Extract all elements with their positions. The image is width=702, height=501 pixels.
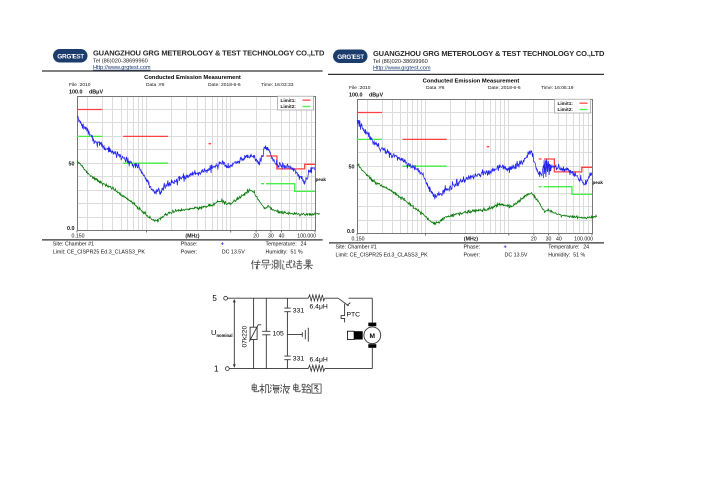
- svg-text:Temperature:: Temperature:: [266, 241, 297, 247]
- svg-text:0.150: 0.150: [72, 234, 85, 240]
- svg-text:331: 331: [293, 307, 305, 314]
- svg-text:GUANGZHOU GRG METEROLOGY & TES: GUANGZHOU GRG METEROLOGY & TEST TECHNOLO…: [93, 49, 325, 58]
- svg-text:(MHz): (MHz): [185, 234, 199, 240]
- svg-text:Power:: Power:: [464, 252, 481, 258]
- svg-text:Site: Chamber #1: Site: Chamber #1: [53, 241, 94, 247]
- svg-text:M: M: [370, 333, 376, 340]
- svg-text:30: 30: [268, 234, 274, 240]
- svg-text:Time: 16:05:19: Time: 16:05:19: [541, 85, 574, 91]
- svg-text:Data :#6: Data :#6: [146, 82, 165, 88]
- svg-text:Site: Chamber #1: Site: Chamber #1: [336, 244, 377, 250]
- svg-text:+: +: [504, 244, 508, 250]
- svg-text:U: U: [211, 328, 216, 337]
- svg-text:30: 30: [546, 237, 552, 243]
- svg-text:DC 13.5V: DC 13.5V: [505, 252, 528, 258]
- svg-text:0.0: 0.0: [67, 226, 75, 232]
- svg-text:51 %: 51 %: [291, 249, 303, 255]
- svg-text:PTC: PTC: [347, 312, 361, 319]
- svg-text:24: 24: [301, 241, 307, 247]
- svg-text:+: +: [221, 241, 225, 247]
- svg-text:Phase:: Phase:: [181, 241, 198, 247]
- svg-text:1: 1: [214, 365, 219, 374]
- svg-text:Humidity:: Humidity:: [266, 249, 288, 255]
- svg-text:EST: EST: [73, 54, 85, 61]
- svg-text:50: 50: [69, 161, 75, 167]
- svg-text:Limit1:: Limit1:: [281, 98, 297, 103]
- svg-text:Tel (86)020-38699960: Tel (86)020-38699960: [93, 58, 148, 64]
- svg-text:07k220: 07k220: [242, 326, 249, 348]
- svg-text:Tel (86)020-38699960: Tel (86)020-38699960: [373, 59, 428, 65]
- svg-text:20: 20: [531, 237, 537, 243]
- svg-text:20: 20: [253, 234, 259, 240]
- svg-text:Limit2:: Limit2:: [558, 107, 574, 112]
- svg-text:dBμV: dBμV: [89, 89, 103, 95]
- svg-text:331: 331: [293, 355, 305, 362]
- svg-text:nominal: nominal: [217, 333, 233, 338]
- svg-text:Conducted Emission Measurement: Conducted Emission Measurement: [423, 79, 520, 85]
- svg-text:100.0: 100.0: [69, 89, 83, 95]
- svg-text:GRGT: GRGT: [337, 54, 355, 61]
- svg-text:50: 50: [349, 164, 355, 170]
- svg-text:Http://www.grgtest.com: Http://www.grgtest.com: [93, 65, 151, 71]
- svg-text:0.0: 0.0: [347, 229, 355, 235]
- svg-text:Limit1:: Limit1:: [558, 101, 574, 106]
- svg-text:Date: 2018-6-6: Date: 2018-6-6: [208, 82, 241, 88]
- svg-text:Temperature:: Temperature:: [548, 244, 579, 250]
- svg-text:51 %: 51 %: [573, 252, 585, 258]
- svg-text:Power:: Power:: [181, 249, 198, 255]
- svg-text:Humidity:: Humidity:: [548, 252, 570, 258]
- svg-text:Conducted Emission Measurement: Conducted Emission Measurement: [144, 75, 241, 81]
- svg-text:6.4μH: 6.4μH: [310, 357, 328, 364]
- svg-text:Limit2:: Limit2:: [281, 104, 297, 109]
- svg-text:0.150: 0.150: [352, 237, 365, 243]
- svg-text:5: 5: [212, 294, 217, 303]
- svg-text:GUANGZHOU GRG METEROLOGY & TES: GUANGZHOU GRG METEROLOGY & TEST TECHNOLO…: [373, 49, 605, 58]
- svg-text:Date: 2018-6-6: Date: 2018-6-6: [488, 85, 521, 91]
- svg-text:File :2010: File :2010: [69, 82, 91, 88]
- svg-text:(MHz): (MHz): [464, 237, 478, 243]
- svg-text:DC 13.5V: DC 13.5V: [222, 249, 245, 255]
- svg-text:24: 24: [583, 244, 589, 250]
- svg-text:100.000: 100.000: [297, 234, 316, 240]
- svg-text:Http://www.grgtest.com: Http://www.grgtest.com: [373, 65, 431, 71]
- svg-text:105: 105: [273, 331, 285, 338]
- svg-text:dBμV: dBμV: [369, 93, 383, 99]
- svg-text:peak: peak: [593, 180, 604, 185]
- svg-text:File :2010: File :2010: [349, 85, 371, 91]
- svg-text:Limit: CE_CISPR25 Ed.3_CLASS3_: Limit: CE_CISPR25 Ed.3_CLASS3_PK: [336, 252, 429, 258]
- svg-text:EST: EST: [353, 54, 365, 61]
- svg-text:Limit: CE_CISPR25 Ed.3_CLASS3_: Limit: CE_CISPR25 Ed.3_CLASS3_PK: [53, 249, 146, 255]
- svg-text:Data :#6: Data :#6: [426, 85, 445, 91]
- svg-text:100.000: 100.000: [574, 237, 593, 243]
- svg-text:Phase:: Phase:: [464, 244, 481, 250]
- svg-text:100.0: 100.0: [349, 93, 363, 99]
- svg-text:GRGT: GRGT: [57, 54, 75, 61]
- svg-text:40: 40: [279, 234, 285, 240]
- svg-text:peak: peak: [316, 177, 327, 182]
- svg-text:Time: 16:03:33: Time: 16:03:33: [261, 82, 294, 88]
- svg-text:40: 40: [556, 237, 562, 243]
- svg-text:6.4μH: 6.4μH: [310, 304, 328, 311]
